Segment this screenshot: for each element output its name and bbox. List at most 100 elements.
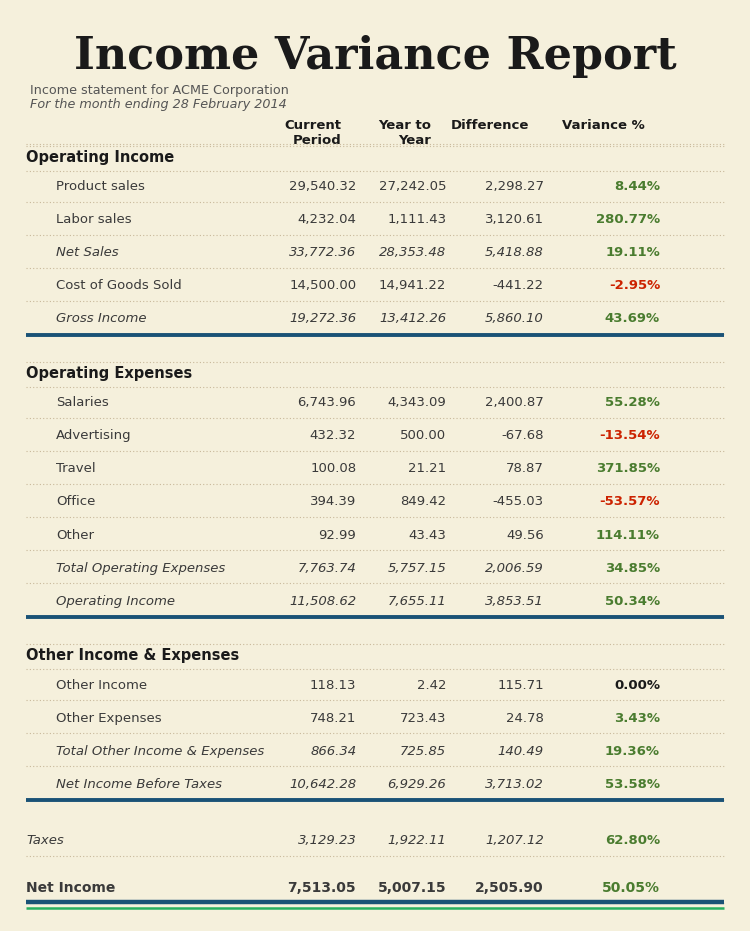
Text: 100.08: 100.08 <box>310 463 356 476</box>
Text: 0.00%: 0.00% <box>614 679 660 692</box>
Text: 13,412.26: 13,412.26 <box>379 313 446 326</box>
Text: Year to
Year: Year to Year <box>378 119 431 147</box>
Text: 7,763.74: 7,763.74 <box>298 561 356 574</box>
Text: 14,941.22: 14,941.22 <box>379 279 446 292</box>
Text: Taxes: Taxes <box>26 834 64 847</box>
Text: 371.85%: 371.85% <box>596 463 660 476</box>
Text: 3,129.23: 3,129.23 <box>298 834 356 847</box>
Text: 2.42: 2.42 <box>417 679 446 692</box>
Text: Office: Office <box>56 495 96 508</box>
Text: 394.39: 394.39 <box>310 495 356 508</box>
Text: Product sales: Product sales <box>56 181 146 194</box>
Text: 2,400.87: 2,400.87 <box>485 397 544 410</box>
Text: Income Variance Report: Income Variance Report <box>74 35 676 78</box>
Text: 3,853.51: 3,853.51 <box>485 595 544 608</box>
Text: 114.11%: 114.11% <box>596 529 660 542</box>
Text: Other Expenses: Other Expenses <box>56 711 162 724</box>
Text: Other Income & Expenses: Other Income & Expenses <box>26 648 239 664</box>
Text: 29,540.32: 29,540.32 <box>289 181 356 194</box>
Text: Total Operating Expenses: Total Operating Expenses <box>56 561 226 574</box>
Text: 723.43: 723.43 <box>400 711 446 724</box>
Text: 62.80%: 62.80% <box>604 834 660 847</box>
Text: 1,207.12: 1,207.12 <box>485 834 544 847</box>
Text: 6,743.96: 6,743.96 <box>298 397 356 410</box>
Text: 3.43%: 3.43% <box>614 711 660 724</box>
Text: 11,508.62: 11,508.62 <box>290 595 356 608</box>
Text: Variance %: Variance % <box>562 119 645 132</box>
Text: 3,120.61: 3,120.61 <box>484 213 544 226</box>
Text: 33,772.36: 33,772.36 <box>290 247 356 260</box>
Text: 118.13: 118.13 <box>310 679 356 692</box>
Text: Income statement for ACME Corporation: Income statement for ACME Corporation <box>30 84 289 97</box>
Text: 5,007.15: 5,007.15 <box>377 881 446 895</box>
Text: 7,655.11: 7,655.11 <box>388 595 446 608</box>
Text: 1,111.43: 1,111.43 <box>387 213 446 226</box>
Text: Labor sales: Labor sales <box>56 213 132 226</box>
Text: 50.34%: 50.34% <box>604 595 660 608</box>
Text: 849.42: 849.42 <box>400 495 446 508</box>
Text: 866.34: 866.34 <box>310 745 356 758</box>
Text: Operating Expenses: Operating Expenses <box>26 366 193 381</box>
Text: -455.03: -455.03 <box>493 495 544 508</box>
Text: 50.05%: 50.05% <box>602 881 660 895</box>
Text: 2,298.27: 2,298.27 <box>484 181 544 194</box>
Text: 725.85: 725.85 <box>400 745 446 758</box>
Text: Current
Period: Current Period <box>284 119 341 147</box>
Text: 432.32: 432.32 <box>310 429 356 442</box>
Text: Travel: Travel <box>56 463 96 476</box>
Text: 6,929.26: 6,929.26 <box>388 777 446 790</box>
Text: 3,713.02: 3,713.02 <box>485 777 544 790</box>
Text: 4,232.04: 4,232.04 <box>297 213 356 226</box>
Text: 748.21: 748.21 <box>310 711 356 724</box>
Text: 280.77%: 280.77% <box>596 213 660 226</box>
Text: 24.78: 24.78 <box>506 711 544 724</box>
Text: -2.95%: -2.95% <box>609 279 660 292</box>
Text: 43.69%: 43.69% <box>604 313 660 326</box>
Text: 78.87: 78.87 <box>506 463 544 476</box>
Text: Other: Other <box>56 529 94 542</box>
Text: Other Income: Other Income <box>56 679 147 692</box>
Text: 5,418.88: 5,418.88 <box>485 247 544 260</box>
Text: 2,006.59: 2,006.59 <box>485 561 544 574</box>
Text: 14,500.00: 14,500.00 <box>290 279 356 292</box>
Text: Gross Income: Gross Income <box>56 313 147 326</box>
Text: Operating Income: Operating Income <box>56 595 176 608</box>
Text: -441.22: -441.22 <box>493 279 544 292</box>
Text: 500.00: 500.00 <box>400 429 446 442</box>
Text: 7,513.05: 7,513.05 <box>288 881 356 895</box>
Text: Cost of Goods Sold: Cost of Goods Sold <box>56 279 182 292</box>
Text: 2,505.90: 2,505.90 <box>476 881 544 895</box>
Text: 5,860.10: 5,860.10 <box>485 313 544 326</box>
Text: Net Income: Net Income <box>26 881 116 895</box>
Text: Net Income Before Taxes: Net Income Before Taxes <box>56 777 222 790</box>
Text: 115.71: 115.71 <box>497 679 544 692</box>
Text: 1,922.11: 1,922.11 <box>388 834 446 847</box>
Text: -67.68: -67.68 <box>501 429 544 442</box>
Text: -13.54%: -13.54% <box>599 429 660 442</box>
Text: Operating Income: Operating Income <box>26 150 175 165</box>
Text: 140.49: 140.49 <box>498 745 544 758</box>
Text: 34.85%: 34.85% <box>604 561 660 574</box>
Text: -53.57%: -53.57% <box>599 495 660 508</box>
Text: Net Sales: Net Sales <box>56 247 118 260</box>
Text: 49.56: 49.56 <box>506 529 544 542</box>
Text: 55.28%: 55.28% <box>605 397 660 410</box>
Text: For the month ending 28 February 2014: For the month ending 28 February 2014 <box>30 98 286 111</box>
Text: 4,343.09: 4,343.09 <box>388 397 446 410</box>
Text: 19.11%: 19.11% <box>605 247 660 260</box>
Text: 43.43: 43.43 <box>408 529 446 542</box>
Text: Salaries: Salaries <box>56 397 109 410</box>
Text: Advertising: Advertising <box>56 429 132 442</box>
Text: 92.99: 92.99 <box>319 529 356 542</box>
Text: 19,272.36: 19,272.36 <box>290 313 356 326</box>
Text: Total Other Income & Expenses: Total Other Income & Expenses <box>56 745 265 758</box>
Text: 19.36%: 19.36% <box>605 745 660 758</box>
Text: 53.58%: 53.58% <box>605 777 660 790</box>
Text: 21.21: 21.21 <box>408 463 446 476</box>
Text: Difference: Difference <box>450 119 529 132</box>
Text: 8.44%: 8.44% <box>614 181 660 194</box>
Text: 5,757.15: 5,757.15 <box>388 561 446 574</box>
Text: 10,642.28: 10,642.28 <box>290 777 356 790</box>
Text: 27,242.05: 27,242.05 <box>379 181 446 194</box>
Text: 28,353.48: 28,353.48 <box>379 247 446 260</box>
